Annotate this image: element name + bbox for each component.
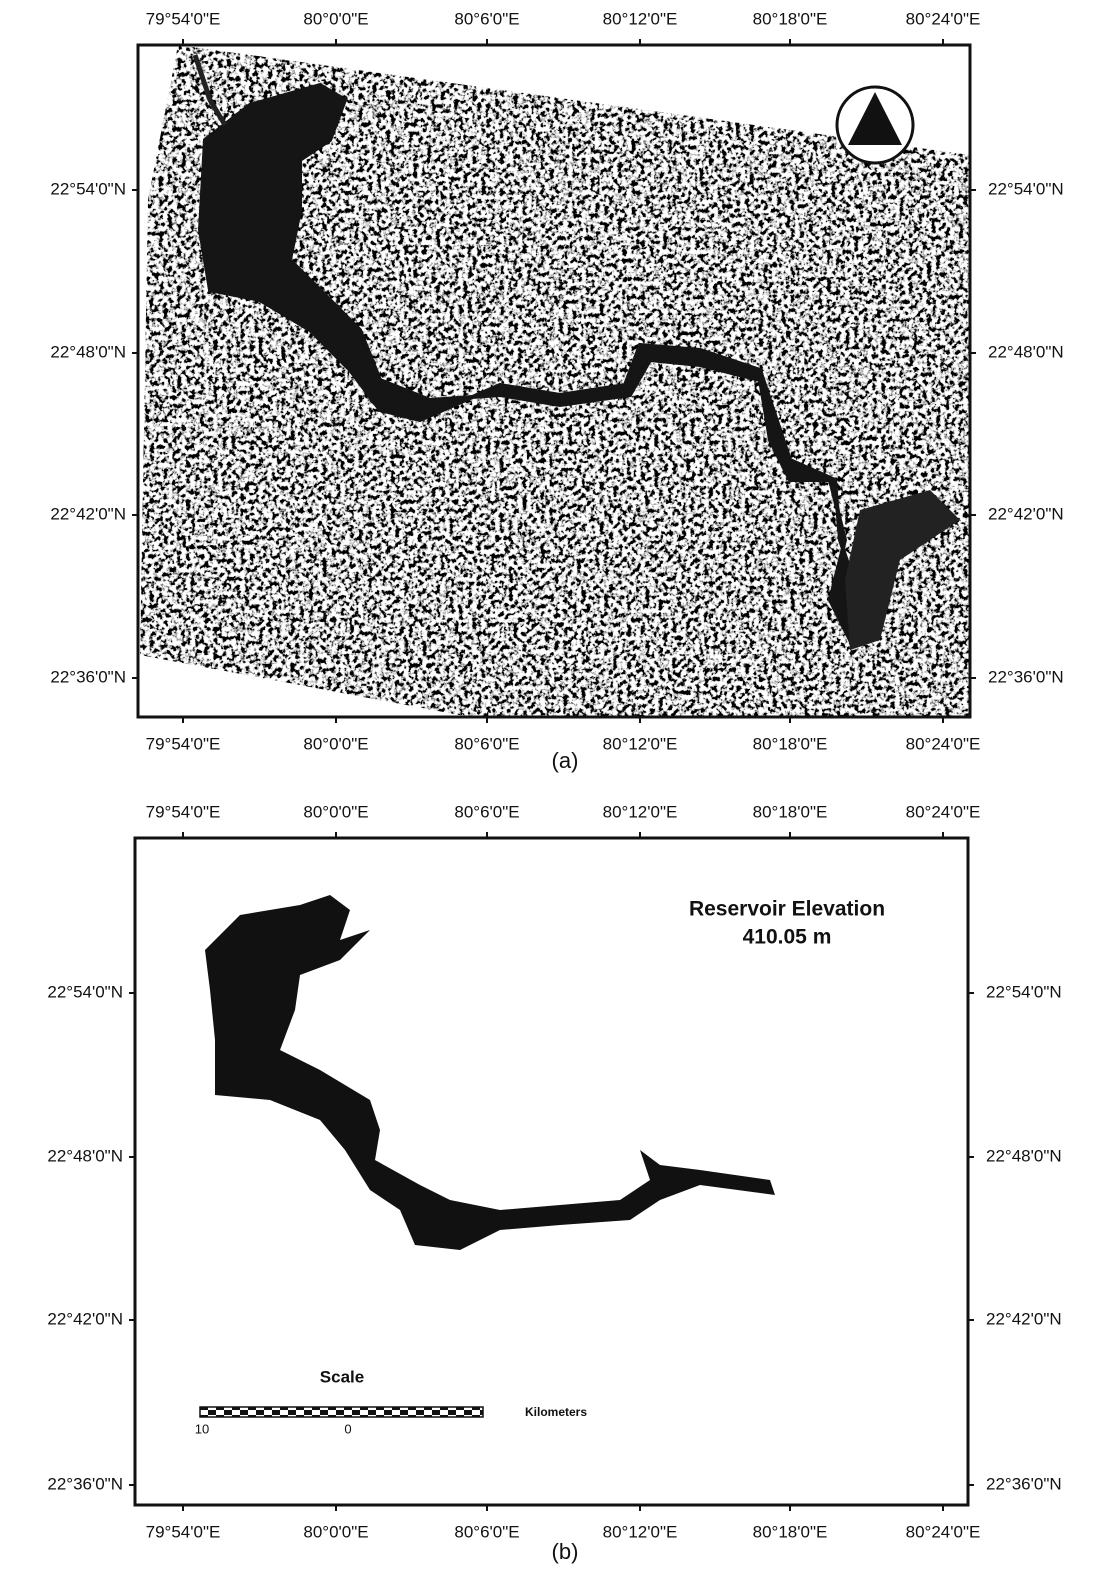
lon-label: 80°18'0"E bbox=[753, 802, 828, 821]
lon-label: 79°54'0"E bbox=[146, 9, 221, 28]
lon-label: 80°12'0"E bbox=[603, 9, 678, 28]
lat-label: 22°42'0"N bbox=[988, 504, 1064, 523]
lon-label: 80°0'0"E bbox=[303, 802, 368, 821]
lon-label: 80°18'0"E bbox=[753, 9, 828, 28]
page: Reservoir Elevation 410.05 m Scale 10 0 … bbox=[0, 0, 1120, 1593]
annotation: 410.05 m bbox=[743, 926, 832, 949]
lat-label: 22°48'0"N bbox=[47, 1146, 123, 1165]
lon-label: 79°54'0"E bbox=[146, 802, 221, 821]
panel-label: (b) bbox=[552, 1539, 579, 1564]
lat-label: 22°42'0"N bbox=[50, 504, 126, 523]
north-arrow bbox=[837, 87, 913, 163]
lat-label: 22°54'0"N bbox=[47, 982, 123, 1001]
lat-label: 22°42'0"N bbox=[47, 1309, 123, 1328]
scale-label: 0 bbox=[344, 1421, 351, 1436]
lon-label: 80°24'0"E bbox=[906, 1522, 981, 1541]
lon-label: 80°6'0"E bbox=[454, 802, 519, 821]
lon-label: 80°24'0"E bbox=[906, 9, 981, 28]
scale-bar: Scale 10 0 Kilometers bbox=[195, 1367, 588, 1436]
lat-label: 22°54'0"N bbox=[50, 179, 126, 198]
lat-label: 22°36'0"N bbox=[47, 1474, 123, 1493]
lon-label: 80°6'0"E bbox=[454, 9, 519, 28]
lon-label: 80°0'0"E bbox=[303, 1522, 368, 1541]
scale-title: Scale bbox=[320, 1367, 364, 1386]
lon-label: 80°18'0"E bbox=[753, 1522, 828, 1541]
annotation: Reservoir Elevation bbox=[689, 898, 885, 921]
scale-unit: Kilometers bbox=[525, 1405, 587, 1419]
lon-label: 80°24'0"E bbox=[906, 802, 981, 821]
lat-label: 22°36'0"N bbox=[988, 667, 1064, 686]
lat-label: 22°42'0"N bbox=[986, 1309, 1062, 1328]
lon-label: 80°6'0"E bbox=[454, 1522, 519, 1541]
lat-label: 22°36'0"N bbox=[50, 667, 126, 686]
lat-label: 22°54'0"N bbox=[986, 982, 1062, 1001]
lon-label: 80°0'0"E bbox=[303, 734, 368, 753]
lon-label: 79°54'0"E bbox=[146, 734, 221, 753]
lat-label: 22°36'0"N bbox=[986, 1474, 1062, 1493]
scale-label: 10 bbox=[195, 1421, 209, 1436]
lat-label: 22°54'0"N bbox=[988, 179, 1064, 198]
lon-label: 79°54'0"E bbox=[146, 1522, 221, 1541]
lat-label: 22°48'0"N bbox=[988, 342, 1064, 361]
lat-label: 22°48'0"N bbox=[986, 1146, 1062, 1165]
lon-label: 80°12'0"E bbox=[603, 734, 678, 753]
lon-label: 80°12'0"E bbox=[603, 802, 678, 821]
lon-label: 80°0'0"E bbox=[303, 9, 368, 28]
lon-label: 80°18'0"E bbox=[753, 734, 828, 753]
reservoir-extent bbox=[205, 895, 775, 1250]
panel-label: (a) bbox=[552, 748, 579, 773]
lon-label: 80°24'0"E bbox=[906, 734, 981, 753]
scale-bar-rect bbox=[200, 1407, 483, 1417]
lon-label: 80°6'0"E bbox=[454, 734, 519, 753]
lat-label: 22°48'0"N bbox=[50, 342, 126, 361]
lon-label: 80°12'0"E bbox=[603, 1522, 678, 1541]
figure: Reservoir Elevation 410.05 m Scale 10 0 … bbox=[0, 0, 1120, 1593]
